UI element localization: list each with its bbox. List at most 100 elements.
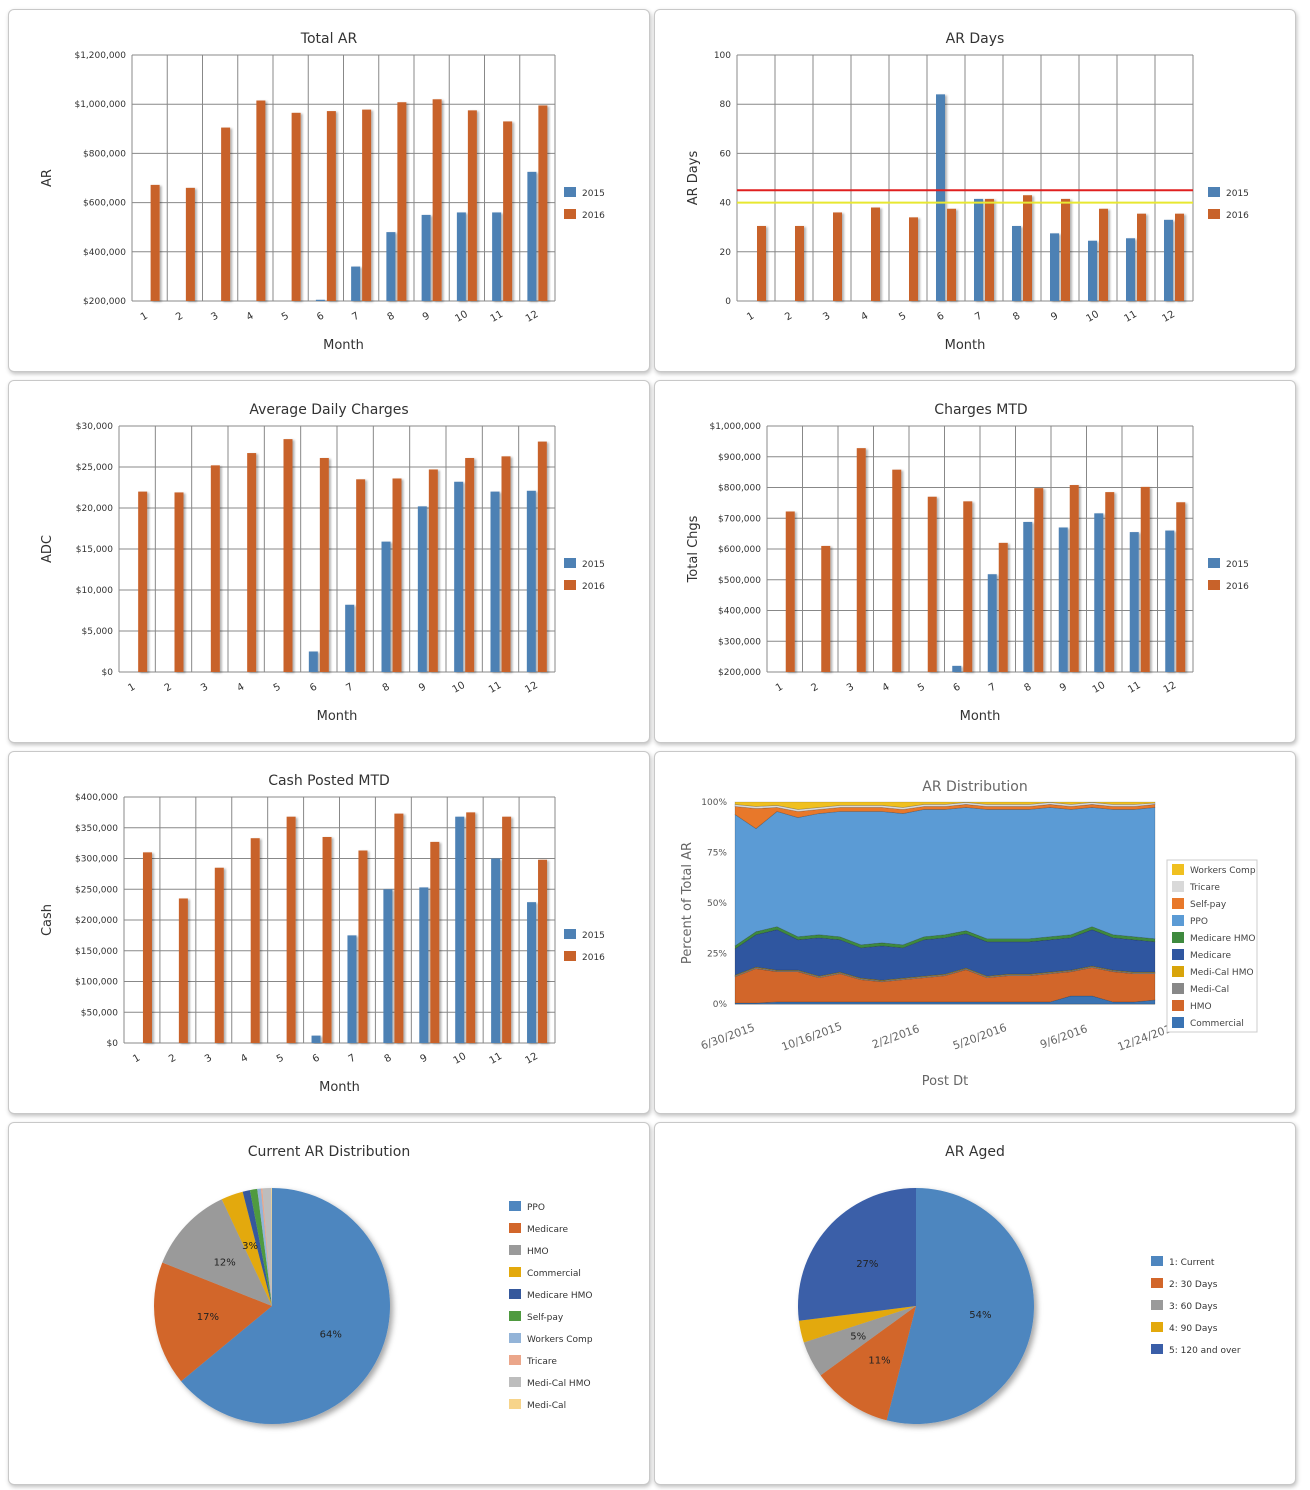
bar-2016-12 (1176, 502, 1186, 672)
y-tick-label: $200,000 (718, 668, 761, 678)
y-tick-label: 60 (720, 149, 732, 159)
x-tick-label: 12 (524, 1051, 541, 1067)
pie-group (154, 1188, 391, 1424)
x-tick-label: 11 (488, 1051, 505, 1067)
legend-swatch-commercial (1172, 1017, 1184, 1028)
legend-swatch-workers-comp (509, 1333, 521, 1343)
legend-swatch-2015 (564, 187, 576, 197)
y-tick-label: $400,000 (83, 248, 126, 258)
y-tick-label: 0 (725, 297, 731, 307)
bar-2016-4 (250, 838, 260, 1043)
bar-2016-1 (785, 511, 795, 672)
y-tick-label: $800,000 (83, 149, 126, 159)
x-tick-label: 5 (916, 681, 927, 694)
chart-title: AR Days (946, 31, 1005, 47)
x-tick-label: 1 (774, 681, 785, 694)
y-tick-label: $600,000 (83, 199, 126, 209)
x-tick-label: 11 (1122, 309, 1139, 325)
chart-title: Charges MTD (934, 402, 1027, 418)
legend-swatch-1-current (1151, 1256, 1163, 1266)
bar-2016-2 (174, 492, 184, 672)
chart-title: AR Distribution (922, 779, 1027, 795)
x-tick-label: 11 (489, 309, 506, 325)
bar-2015-8 (383, 889, 393, 1043)
y-tick-label: 50% (707, 899, 727, 909)
legend-swatch-5-120-and-over (1151, 1344, 1163, 1354)
y-tick-label: $200,000 (83, 297, 126, 307)
y-tick-label: $100,000 (75, 978, 118, 988)
bar-2016-5 (927, 496, 937, 672)
chart-average-daily-charges: Average Daily Charges $0 $5,000 $10,000 $15,… (40, 402, 605, 724)
y-tick-label: 80 (720, 100, 732, 110)
y-tick-label: $10,000 (76, 586, 113, 596)
bar-2016-11 (1137, 213, 1146, 301)
chart-title: Cash Posted MTD (268, 773, 390, 789)
chart-cash-posted-mtd: Cash Posted MTD $0 $50,000 $100,000 $150,000… (40, 773, 605, 1095)
y-tick-label: $800,000 (718, 484, 761, 494)
bar-2015-6 (315, 299, 325, 301)
y-tick-label: $0 (102, 668, 114, 678)
legend-swatch-3-60-days (1151, 1300, 1163, 1310)
legend-label: Self-pay (527, 1313, 564, 1323)
x-tick-label: 1 (131, 1052, 142, 1065)
legend-label: Medicare HMO (527, 1291, 593, 1301)
pie-slice-commercial (221, 1191, 272, 1306)
x-tick-label: 4 (245, 310, 256, 323)
pie-data-label: 64% (320, 1330, 342, 1341)
bar-2016-1 (142, 852, 152, 1043)
legend-label: 1: Current (1169, 1258, 1215, 1268)
x-tick-label: 5/20/2016 (951, 1021, 1008, 1053)
bar-2016-4 (247, 453, 257, 672)
legend-label: 2016 (582, 211, 605, 221)
chart-title: Current AR Distribution (248, 1144, 410, 1160)
panel-ar-days: AR Days 0 20 40 60 80 100 1 2 3 4 5 6 7 8 9 10 11 12 Month A… (654, 9, 1296, 372)
bar-2015-12 (527, 902, 537, 1043)
x-tick-label: 4 (859, 310, 870, 323)
bar-2015-8 (1012, 225, 1021, 301)
legend-swatch-medicare (1172, 949, 1184, 960)
y-tick-label: $1,200,000 (74, 51, 126, 61)
bar-2015-11 (491, 858, 501, 1043)
legend-label: Medicare (527, 1225, 568, 1235)
legend-swatch-medicare-hmo (509, 1289, 521, 1299)
chart-charges-mtd: Charges MTD $200,000 $300,000 $400,000 $500,… (686, 402, 1249, 724)
legend-label: 3: 60 Days (1169, 1302, 1218, 1312)
panel-cash-posted: Cash Posted MTD $0 $50,000 $100,000 $150,000… (8, 751, 650, 1114)
pie-data-label: 17% (197, 1312, 219, 1323)
bar-2016-8 (397, 102, 407, 302)
x-axis-title: Month (960, 709, 1001, 724)
x-tick-label: 9 (421, 310, 432, 323)
x-tick-label: 6 (951, 681, 962, 694)
y-tick-label: 100% (701, 798, 727, 808)
y-axis-title: Percent of Total AR (680, 842, 695, 964)
legend-swatch-2016 (564, 580, 576, 590)
bar-2016-3 (856, 448, 866, 672)
legend-swatch-commercial (509, 1267, 521, 1277)
panel-ar-distribution: AR Distribution 0% 25% 50% 75% 100% 6/30/2015 1… (654, 751, 1296, 1114)
panel-ar-aged: AR Aged 54% 11% 5% 27% 1: Current 2: 30 Days 3:… (654, 1122, 1296, 1485)
legend-swatch-medi-cal (1172, 983, 1184, 994)
bar-2015-8 (386, 232, 396, 301)
x-tick-label: 7 (987, 681, 998, 694)
legend-swatch-medicare (509, 1223, 521, 1233)
bar-2015-8 (381, 541, 391, 672)
bar-2015-7 (987, 574, 997, 672)
bar-2016-2 (795, 225, 804, 301)
bar-2015-10 (454, 481, 464, 672)
bar-2016-4 (892, 469, 902, 672)
pie-slice-medicare-hmo (242, 1190, 272, 1306)
bar-2015-7 (347, 935, 357, 1043)
legend-swatch-hmo (1172, 1000, 1184, 1011)
legend-swatch-tricare (1172, 881, 1184, 892)
y-tick-label: $500,000 (718, 576, 761, 586)
x-tick-label: 8 (386, 310, 397, 323)
x-tick-label: 12 (524, 309, 541, 325)
legend-label: 2015 (1226, 189, 1249, 199)
bar-2016-6 (947, 208, 956, 301)
bar-2015-6 (936, 94, 945, 301)
area-ppo (734, 807, 1156, 947)
y-tick-label: $25,000 (76, 463, 113, 473)
x-axis-title: Month (323, 338, 364, 353)
legend-swatch-2016 (1208, 209, 1220, 219)
legend-swatch-2015 (564, 929, 576, 939)
